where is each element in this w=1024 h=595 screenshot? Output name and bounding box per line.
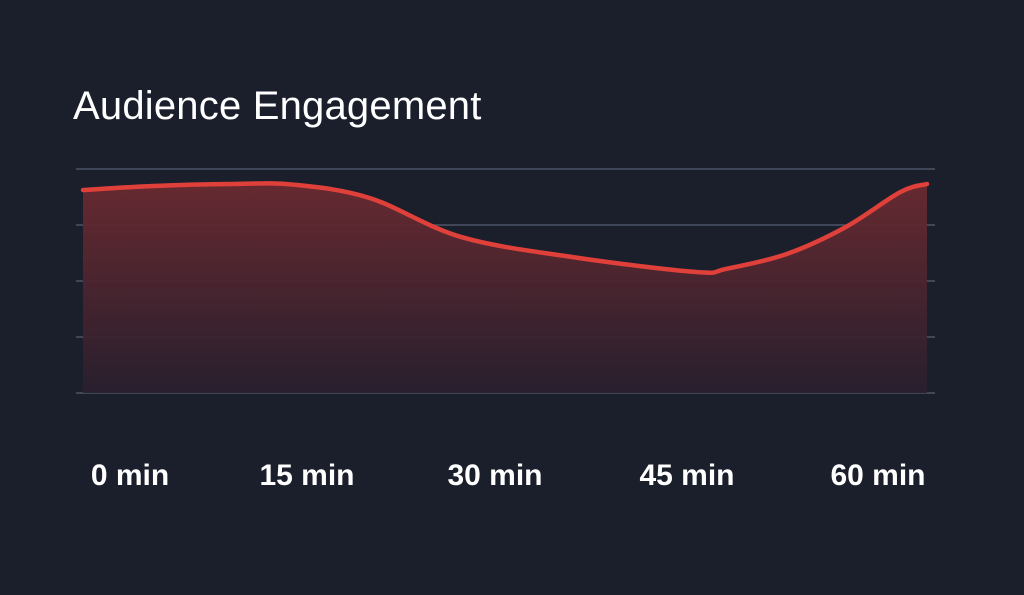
x-tick-label: 30 min bbox=[447, 459, 542, 492]
x-tick-label: 15 min bbox=[259, 459, 354, 492]
x-tick-label: 60 min bbox=[830, 459, 925, 492]
series-line bbox=[80, 181, 930, 276]
area-fill bbox=[83, 183, 927, 393]
x-tick-label: 0 min bbox=[91, 459, 169, 492]
x-tick-label: 45 min bbox=[639, 459, 734, 492]
x-axis-labels: 0 min 15 min 30 min 45 min 60 min bbox=[91, 459, 926, 492]
chart-title: Audience Engagement bbox=[73, 84, 482, 128]
